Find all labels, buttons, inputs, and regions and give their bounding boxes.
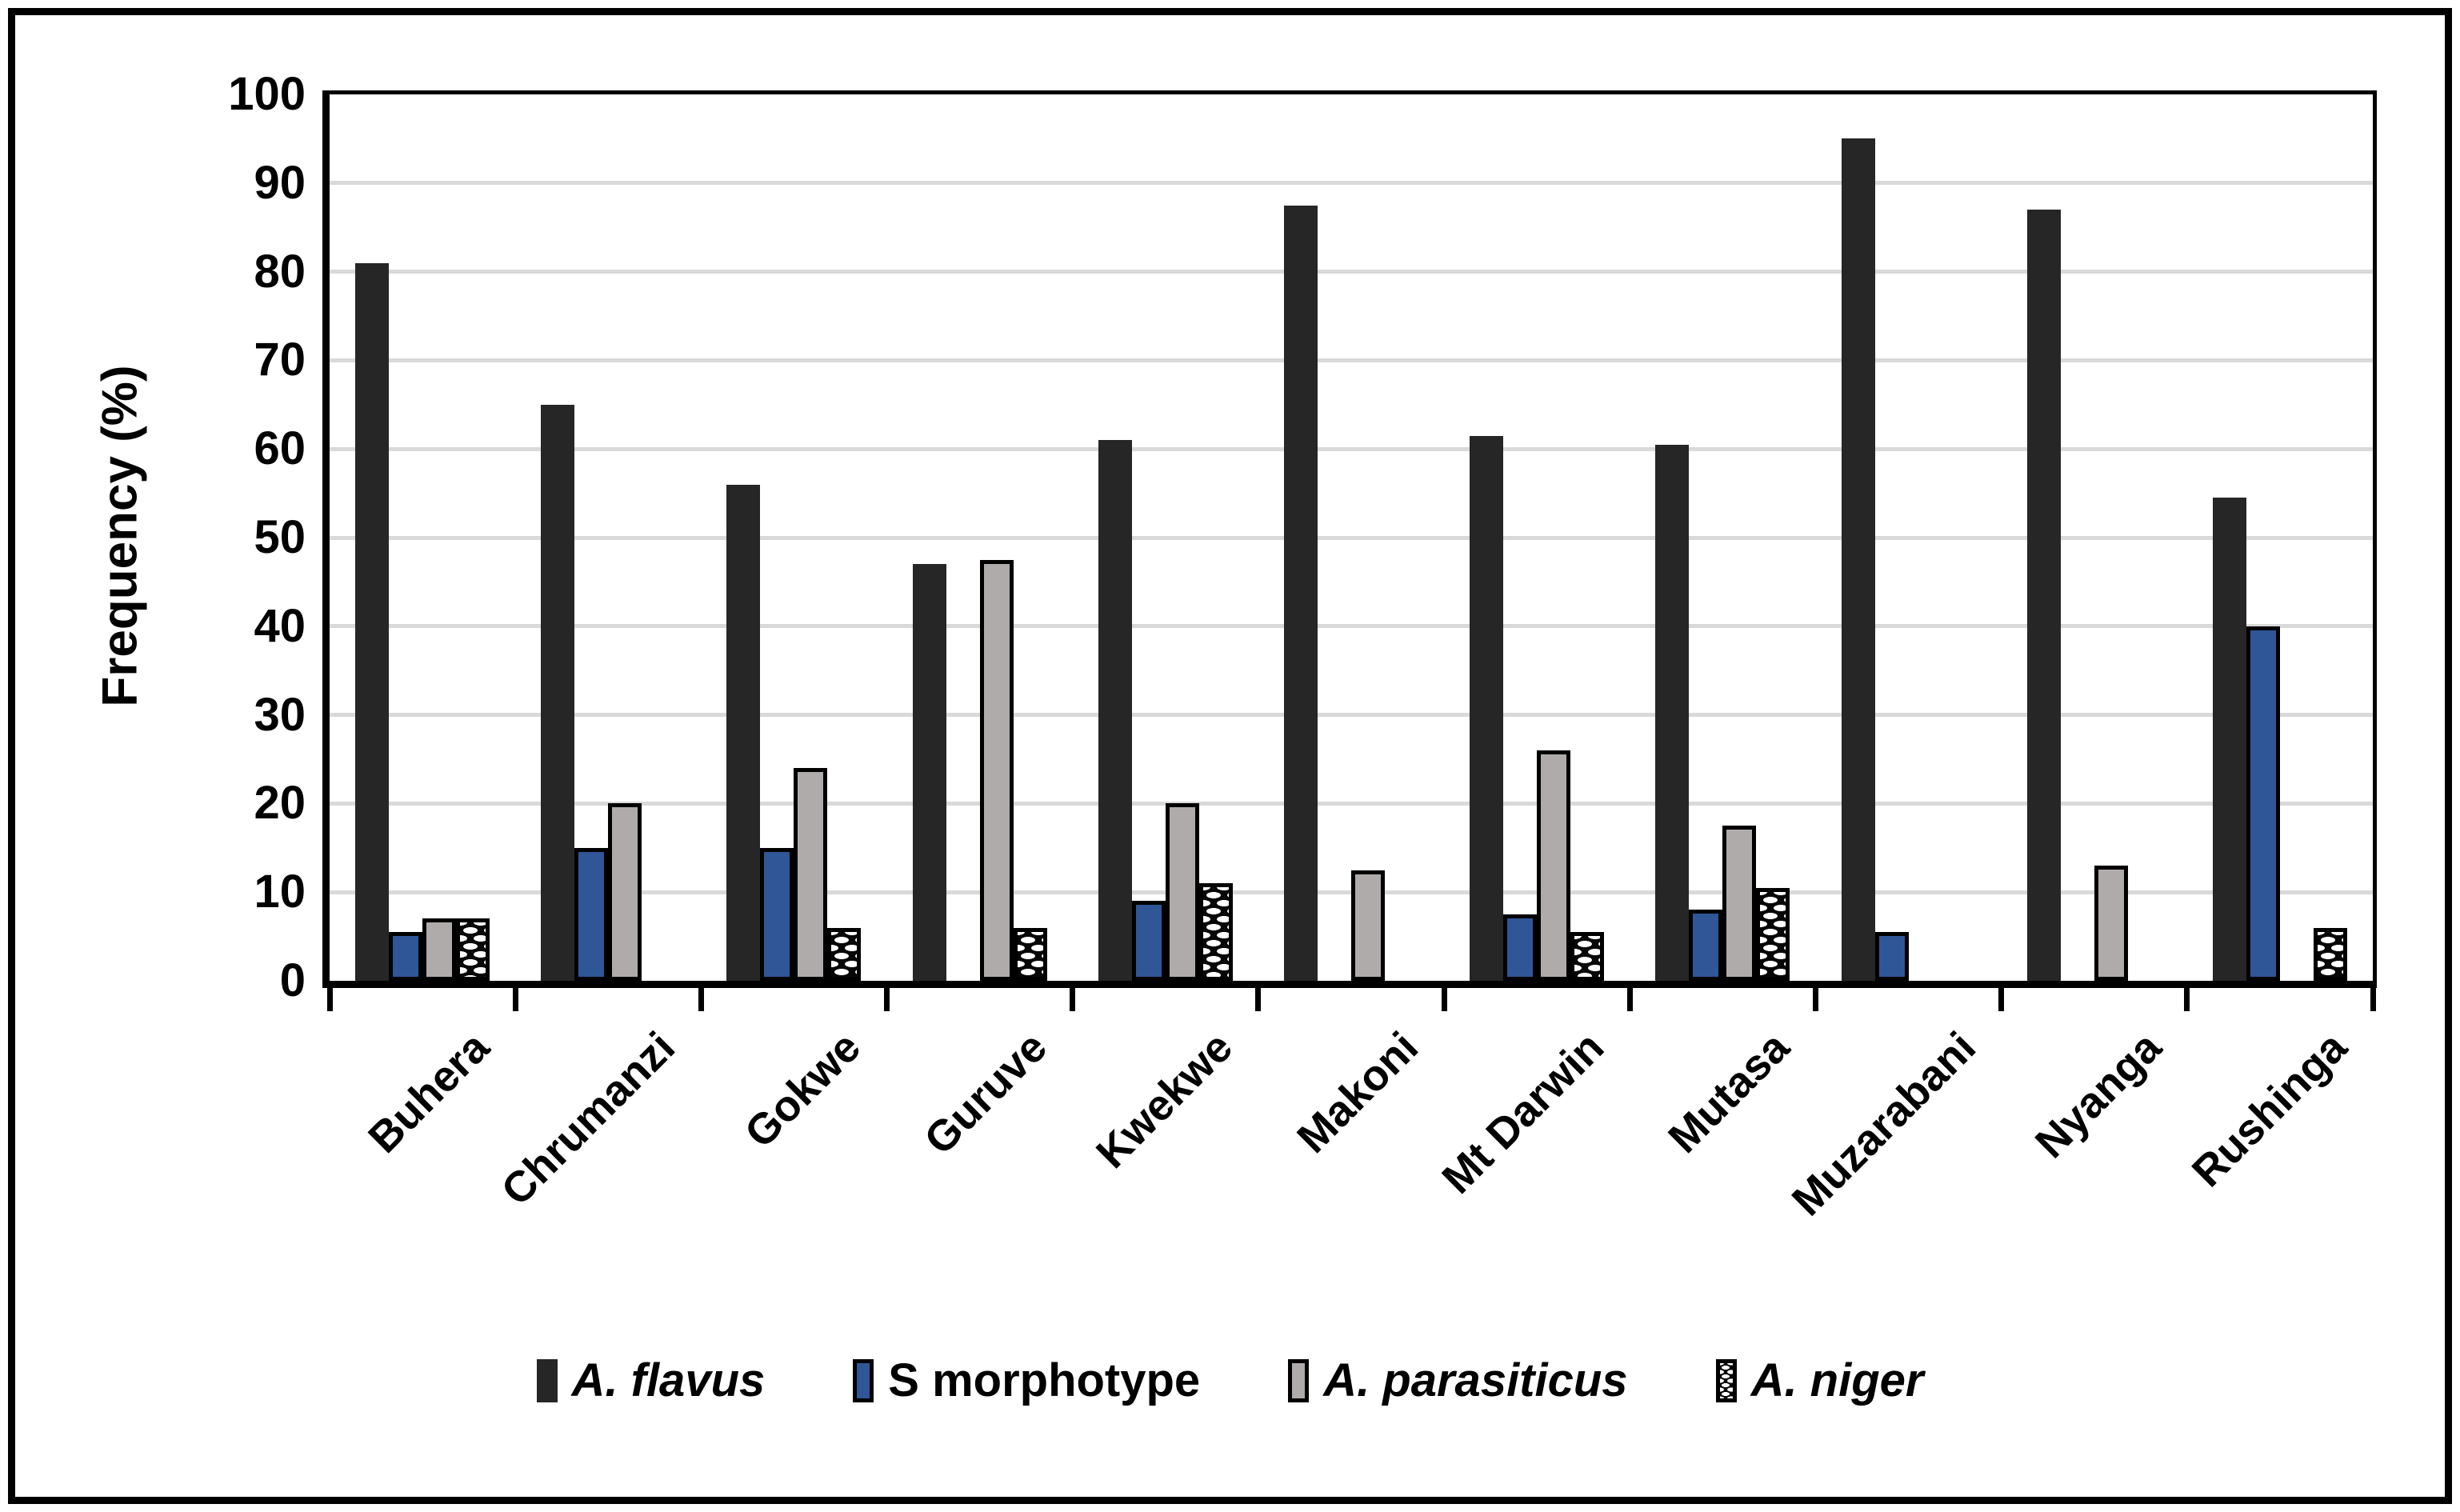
bar-mt-darwin-a-parasiticus: [1537, 750, 1571, 981]
x-axis-tick: [884, 981, 890, 1011]
y-tick-label-100: 100: [228, 68, 306, 120]
bar-makoni-a-parasiticus: [1351, 870, 1385, 981]
y-tick-label-70: 70: [254, 334, 306, 386]
legend-item-s-morphotype: S morphotype: [853, 1354, 1200, 1407]
y-tick-label-10: 10: [254, 866, 306, 918]
bar-mutasa-a-flavus: [1655, 444, 1690, 981]
x-axis-tick: [698, 981, 704, 1011]
bar-kwekwe-a-flavus: [1098, 440, 1132, 981]
legend-label-a-parasiticus: A. parasiticus: [1323, 1354, 1628, 1406]
y-tick-label-0: 0: [279, 954, 306, 1006]
y-tick-label-80: 80: [254, 245, 306, 298]
y-axis-title: Frequency (%): [92, 365, 148, 707]
x-axis-tick: [2184, 981, 2190, 1011]
gridline-80: [330, 270, 2373, 274]
gridline-20: [330, 801, 2373, 806]
bar-mt-darwin-a-niger: [1570, 932, 1605, 981]
legend-item-a-niger: A. niger: [1715, 1354, 1924, 1407]
gridline-40: [330, 624, 2373, 629]
x-axis-tick: [1626, 981, 1633, 1011]
bar-rushinga-s-morphotype: [2246, 626, 2280, 981]
bar-muzarabani-a-flavus: [1841, 138, 1875, 981]
bar-guruve-a-parasiticus: [979, 559, 1014, 981]
bar-mt-darwin-a-flavus: [1470, 435, 1504, 981]
bar-gokwe-a-parasiticus: [794, 768, 828, 981]
y-tick-label-90: 90: [254, 156, 306, 209]
legend-item-a-parasiticus: A. parasiticus: [1288, 1354, 1628, 1407]
gridline-90: [330, 181, 2373, 186]
x-axis-tick: [326, 981, 333, 1011]
bar-nyanga-a-parasiticus: [2094, 865, 2128, 981]
bar-kwekwe-a-parasiticus: [1165, 803, 1199, 981]
x-axis-tick: [1070, 981, 1076, 1011]
legend-label-a-niger: A. niger: [1750, 1354, 1924, 1406]
bar-gokwe-a-flavus: [726, 484, 761, 981]
bar-buhera-s-morphotype: [389, 932, 423, 981]
bar-mutasa-a-niger: [1756, 887, 1790, 981]
y-tick-label-20: 20: [254, 777, 306, 830]
bar-buhera-a-parasiticus: [422, 918, 457, 981]
x-axis-tick: [1998, 981, 2005, 1011]
y-tick-label-60: 60: [254, 422, 306, 475]
bar-guruve-a-niger: [1013, 927, 1047, 981]
bar-rushinga-a-niger: [2313, 927, 2347, 981]
bar-kwekwe-s-morphotype: [1131, 901, 1166, 981]
bar-chrumanzi-a-parasiticus: [608, 803, 642, 981]
x-axis-tick: [2370, 981, 2376, 1011]
bar-mutasa-a-parasiticus: [1722, 826, 1757, 981]
legend-item-a-flavus: A. flavus: [536, 1354, 766, 1407]
x-axis-tick: [1255, 981, 1262, 1011]
bar-buhera-a-niger: [456, 918, 490, 981]
bar-chrumanzi-a-flavus: [541, 404, 575, 981]
x-axis-tick: [1812, 981, 1818, 1011]
plot-area: [322, 90, 2377, 988]
legend-swatch-a-niger-icon: [1715, 1358, 1737, 1402]
bar-rushinga-a-flavus: [2212, 498, 2246, 981]
x-axis-tick: [1441, 981, 1447, 1011]
legend-label-a-flavus: A. flavus: [571, 1354, 766, 1406]
legend-swatch-s-morphotype-icon: [853, 1358, 874, 1402]
gridline-30: [330, 713, 2373, 718]
legend: A. flavus S morphotype A. parasiticus A. ni…: [0, 1354, 2460, 1407]
legend-swatch-a-flavus-icon: [536, 1358, 558, 1402]
y-tick-label-50: 50: [254, 511, 306, 563]
x-axis-tick: [512, 981, 518, 1011]
gridline-60: [330, 446, 2373, 451]
bar-mutasa-s-morphotype: [1689, 910, 1723, 981]
bar-gokwe-s-morphotype: [760, 847, 794, 981]
bar-chrumanzi-s-morphotype: [574, 847, 609, 981]
figure-frame: [8, 8, 2452, 1504]
y-tick-label-40: 40: [254, 599, 306, 652]
bar-guruve-a-flavus: [912, 564, 946, 981]
bar-mt-darwin-s-morphotype: [1503, 914, 1538, 981]
bar-nyanga-a-flavus: [2026, 210, 2061, 981]
bar-gokwe-a-niger: [827, 927, 862, 981]
gridline-50: [330, 535, 2373, 540]
legend-swatch-a-parasiticus-icon: [1288, 1358, 1310, 1402]
gridline-70: [330, 358, 2373, 362]
y-tick-label-30: 30: [254, 688, 306, 741]
bar-muzarabani-s-morphotype: [1874, 932, 1909, 981]
bar-buhera-a-flavus: [355, 262, 390, 981]
bar-kwekwe-a-niger: [1198, 883, 1233, 981]
legend-label-s-morphotype: S morphotype: [888, 1354, 1201, 1406]
bar-makoni-a-flavus: [1284, 205, 1318, 981]
